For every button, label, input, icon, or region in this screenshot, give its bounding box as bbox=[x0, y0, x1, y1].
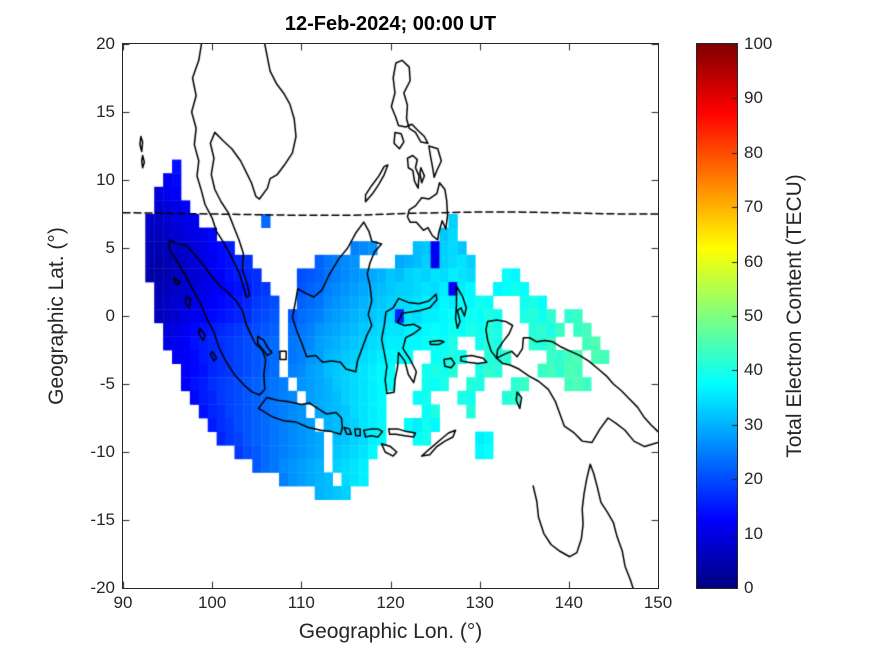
x-tick-label: 100 bbox=[197, 593, 227, 612]
colorbar-tick-label: 40 bbox=[744, 360, 763, 380]
x-tick-label: 110 bbox=[287, 593, 315, 612]
colorbar-tick-label: 80 bbox=[744, 142, 763, 162]
y-tick-label: -20 bbox=[90, 578, 115, 597]
colorbar-tick-label: 50 bbox=[744, 306, 763, 325]
colorbar bbox=[696, 43, 738, 589]
colorbar-tick-label: 70 bbox=[744, 197, 763, 217]
y-tick-label: -15 bbox=[90, 510, 115, 529]
colorbar-tick-label: 0 bbox=[744, 578, 754, 597]
colorbar-tick-label: 100 bbox=[744, 34, 773, 53]
y-tick-label: 20 bbox=[96, 34, 115, 53]
x-tick-label: 90 bbox=[113, 593, 133, 612]
y-tick-label: -5 bbox=[99, 374, 115, 393]
x-axis-label: Geographic Lon. (°) bbox=[298, 620, 483, 643]
colorbar-canvas bbox=[697, 44, 737, 588]
colorbar-tick-label: 10 bbox=[744, 523, 763, 543]
x-tick-label: 120 bbox=[376, 593, 405, 612]
x-tick-label: 130 bbox=[465, 593, 494, 612]
colorbar-tick-label: 60 bbox=[744, 251, 763, 271]
map-axes bbox=[122, 43, 659, 589]
colorbar-tick-label: 20 bbox=[744, 469, 763, 489]
y-tick-label: -10 bbox=[90, 442, 115, 461]
y-tick-label: 15 bbox=[96, 102, 115, 121]
tec-map-canvas bbox=[123, 44, 658, 588]
x-tick-label: 150 bbox=[643, 593, 673, 612]
y-tick-label: 5 bbox=[105, 238, 115, 257]
y-tick-label: 10 bbox=[96, 170, 115, 189]
x-tick-label: 140 bbox=[554, 593, 584, 612]
plot-title: 12-Feb-2024; 00:00 UT bbox=[284, 13, 497, 35]
y-tick-label: 0 bbox=[105, 306, 115, 325]
colorbar-tick-label: 30 bbox=[744, 414, 763, 434]
colorbar-tick-label: 90 bbox=[744, 88, 763, 108]
